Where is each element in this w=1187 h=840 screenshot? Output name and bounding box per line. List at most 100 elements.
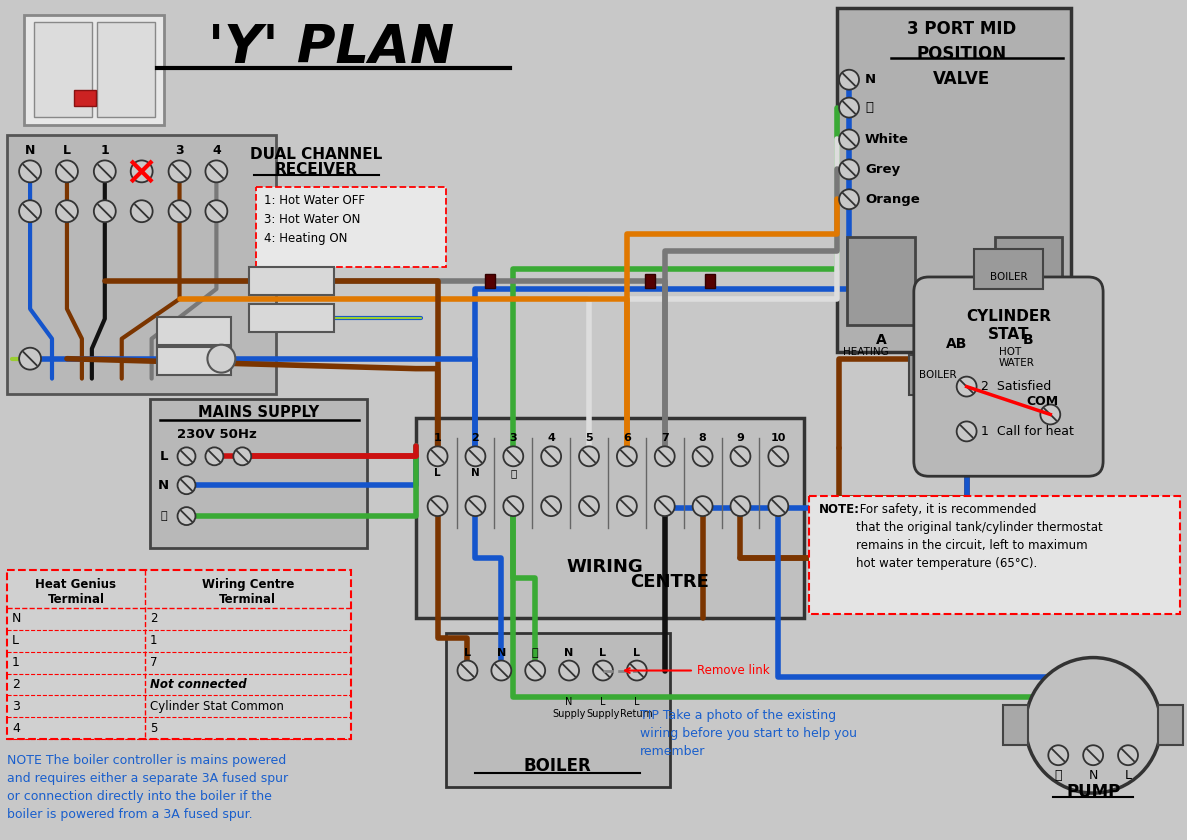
Text: 2: 2 xyxy=(471,433,480,444)
Circle shape xyxy=(541,496,561,516)
Circle shape xyxy=(503,446,523,466)
FancyBboxPatch shape xyxy=(7,570,351,739)
FancyBboxPatch shape xyxy=(256,187,445,267)
FancyBboxPatch shape xyxy=(74,90,96,106)
Circle shape xyxy=(730,446,750,466)
FancyBboxPatch shape xyxy=(150,398,367,548)
Text: Orange: Orange xyxy=(865,192,920,206)
Text: 1  Call for heat: 1 Call for heat xyxy=(980,425,1073,438)
Text: 2: 2 xyxy=(12,678,20,691)
FancyBboxPatch shape xyxy=(415,418,805,617)
Circle shape xyxy=(768,446,788,466)
Text: Grey: Grey xyxy=(865,163,900,176)
FancyBboxPatch shape xyxy=(157,347,231,375)
Circle shape xyxy=(526,660,545,680)
Circle shape xyxy=(627,660,647,680)
Text: TIP Take a photo of the existing
wiring before you start to help you
remember: TIP Take a photo of the existing wiring … xyxy=(640,710,857,759)
Circle shape xyxy=(655,496,674,516)
Text: For safety, it is recommended
that the original tank/cylinder thermostat
remains: For safety, it is recommended that the o… xyxy=(856,503,1103,570)
Circle shape xyxy=(427,446,447,466)
Text: Cylinder Stat Common: Cylinder Stat Common xyxy=(150,700,284,713)
FancyBboxPatch shape xyxy=(249,267,334,295)
Circle shape xyxy=(594,660,612,680)
Text: 'Y' PLAN: 'Y' PLAN xyxy=(208,22,455,74)
Text: ⏚: ⏚ xyxy=(160,511,167,521)
Circle shape xyxy=(1118,745,1138,765)
Text: 4: 4 xyxy=(12,722,20,735)
Text: WIRING: WIRING xyxy=(566,558,643,576)
Circle shape xyxy=(693,446,712,466)
Text: A: A xyxy=(876,333,887,347)
Circle shape xyxy=(131,160,153,182)
Text: Not connected: Not connected xyxy=(150,678,246,691)
Text: Wiring Centre
Terminal: Wiring Centre Terminal xyxy=(202,578,294,606)
FancyBboxPatch shape xyxy=(645,274,655,288)
Text: N: N xyxy=(496,648,506,658)
Circle shape xyxy=(491,660,512,680)
Circle shape xyxy=(465,446,485,466)
Text: N
Supply: N Supply xyxy=(552,697,585,719)
Text: L: L xyxy=(634,648,640,658)
Circle shape xyxy=(617,496,637,516)
Text: 6: 6 xyxy=(623,433,630,444)
Circle shape xyxy=(19,200,42,222)
Circle shape xyxy=(94,160,116,182)
Circle shape xyxy=(839,129,859,150)
Circle shape xyxy=(427,496,447,516)
Circle shape xyxy=(56,160,78,182)
FancyBboxPatch shape xyxy=(34,22,91,117)
Text: B: B xyxy=(1023,333,1034,347)
Text: 7: 7 xyxy=(150,656,157,669)
FancyBboxPatch shape xyxy=(249,304,334,332)
Text: NOTE The boiler controller is mains powered
and requires either a separate 3A fu: NOTE The boiler controller is mains powe… xyxy=(7,754,288,822)
Text: CYLINDER
STAT: CYLINDER STAT xyxy=(966,309,1050,343)
Text: BOILER: BOILER xyxy=(990,272,1027,282)
Circle shape xyxy=(1084,745,1103,765)
Text: N: N xyxy=(1088,769,1098,782)
FancyBboxPatch shape xyxy=(7,134,277,394)
Text: N: N xyxy=(865,73,876,87)
Circle shape xyxy=(579,446,599,466)
Text: N: N xyxy=(25,144,36,157)
Text: 4: 4 xyxy=(547,433,556,444)
Circle shape xyxy=(19,160,42,182)
Circle shape xyxy=(94,200,116,222)
FancyBboxPatch shape xyxy=(909,354,966,395)
Text: L: L xyxy=(434,468,440,478)
Text: L: L xyxy=(159,449,167,463)
Text: ⏚: ⏚ xyxy=(1054,769,1062,782)
Circle shape xyxy=(839,160,859,179)
Text: L: L xyxy=(12,634,19,647)
Text: 7: 7 xyxy=(661,433,668,444)
FancyBboxPatch shape xyxy=(810,496,1180,614)
Circle shape xyxy=(205,448,223,465)
Circle shape xyxy=(178,507,196,525)
Text: L: L xyxy=(1124,769,1131,782)
FancyBboxPatch shape xyxy=(973,249,1043,289)
Circle shape xyxy=(693,496,712,516)
Circle shape xyxy=(1040,405,1060,424)
Text: BOILER: BOILER xyxy=(919,370,957,380)
Text: PUMP: PUMP xyxy=(1066,783,1121,801)
FancyBboxPatch shape xyxy=(97,22,154,117)
Text: 10: 10 xyxy=(770,433,786,444)
Circle shape xyxy=(205,200,228,222)
Circle shape xyxy=(730,496,750,516)
Text: ⏚: ⏚ xyxy=(510,468,516,478)
FancyBboxPatch shape xyxy=(1003,706,1028,745)
Text: 3: 3 xyxy=(12,700,20,713)
Text: N: N xyxy=(565,648,573,658)
FancyBboxPatch shape xyxy=(485,274,495,288)
Text: N: N xyxy=(12,612,21,625)
Circle shape xyxy=(234,448,252,465)
Circle shape xyxy=(169,160,190,182)
Text: 9: 9 xyxy=(736,433,744,444)
Text: 4: 4 xyxy=(212,144,221,157)
Text: 5: 5 xyxy=(585,433,592,444)
Text: 1: Hot Water OFF
3: Hot Water ON
4: Heating ON: 1: Hot Water OFF 3: Hot Water ON 4: Heat… xyxy=(265,194,366,245)
Text: 1: 1 xyxy=(101,144,109,157)
Circle shape xyxy=(559,660,579,680)
FancyBboxPatch shape xyxy=(1157,706,1182,745)
Text: N: N xyxy=(471,468,480,478)
Circle shape xyxy=(957,376,977,396)
